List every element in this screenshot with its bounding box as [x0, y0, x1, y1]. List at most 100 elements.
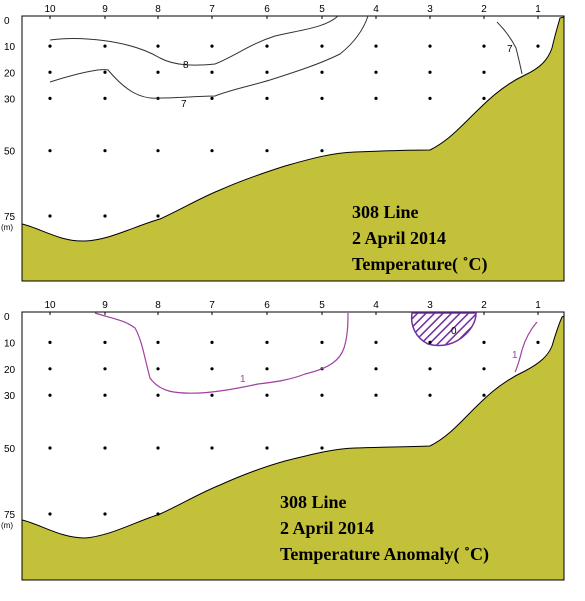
sample-point — [48, 446, 52, 450]
caption-line-1: 308 Line — [352, 202, 419, 222]
sample-point — [210, 446, 214, 450]
sample-point — [103, 340, 107, 344]
sample-point — [374, 393, 378, 397]
temperature-anomaly-panel: 10 9 8 7 6 5 4 3 2 1 0 10 20 30 50 75(m) 1 0 1 308 Lin… — [1, 300, 565, 581]
sample-point — [428, 340, 432, 344]
sample-point — [536, 340, 540, 344]
sample-point — [320, 70, 324, 74]
isotherm-label: 1 — [512, 350, 518, 361]
sample-point — [156, 367, 160, 371]
sample-point — [156, 44, 160, 48]
sample-point — [320, 44, 324, 48]
sample-point — [428, 367, 432, 371]
sample-point — [428, 393, 432, 397]
sample-point — [265, 149, 269, 153]
y-tick-label: 0 — [4, 312, 10, 323]
x-tick-label: 7 — [209, 4, 215, 15]
sample-point — [156, 340, 160, 344]
isotherm-label: 8 — [183, 60, 189, 71]
sample-point — [210, 367, 214, 371]
sample-point — [103, 149, 107, 153]
y-unit-label: (m) — [1, 223, 13, 232]
x-tick-label: 2 — [481, 4, 487, 15]
sample-point — [48, 44, 52, 48]
y-tick-label: 10 — [4, 338, 16, 349]
caption-line-3: Temperature( ˚C) — [352, 254, 487, 275]
sample-point — [48, 367, 52, 371]
sample-point — [265, 393, 269, 397]
sample-point — [48, 149, 52, 153]
isotherm-label: 7 — [181, 99, 187, 110]
sample-point — [156, 393, 160, 397]
anomaly-isoline-1-left — [94, 312, 349, 394]
sample-point — [428, 96, 432, 100]
sample-point — [482, 340, 486, 344]
sample-point — [320, 149, 324, 153]
sample-point — [374, 367, 378, 371]
y-tick-label: 75 — [4, 212, 16, 223]
x-tick-label: 10 — [44, 4, 56, 15]
sample-point — [374, 340, 378, 344]
sample-point — [482, 70, 486, 74]
sample-point — [103, 214, 107, 218]
negative-anomaly-region — [410, 312, 477, 347]
x-tick-label: 5 — [319, 4, 325, 15]
seafloor-area — [21, 315, 565, 581]
sample-point — [265, 96, 269, 100]
sample-point — [265, 70, 269, 74]
sample-point — [428, 44, 432, 48]
sample-point — [210, 44, 214, 48]
y-tick-label: 20 — [4, 365, 16, 376]
x-tick-label: 1 — [535, 4, 541, 15]
sample-point — [374, 96, 378, 100]
x-tick-label: 1 — [535, 300, 541, 311]
x-tick-label: 5 — [319, 300, 325, 311]
sample-point — [210, 393, 214, 397]
y-unit-label: (m) — [1, 521, 13, 530]
x-ticks: 10 9 8 7 6 5 4 3 2 1 — [44, 4, 541, 19]
sample-point — [265, 446, 269, 450]
y-tick-label: 75 — [4, 510, 16, 521]
sample-points — [48, 340, 540, 516]
x-tick-label: 2 — [481, 300, 487, 311]
sample-point — [156, 512, 160, 516]
sample-point — [320, 446, 324, 450]
y-tick-label: 50 — [4, 147, 16, 158]
x-tick-label: 8 — [155, 4, 161, 15]
isotherm-7-left — [49, 15, 369, 99]
anomaly-isoline-1-right — [514, 321, 538, 373]
x-tick-label: 3 — [427, 300, 433, 311]
isotherm-7-right — [496, 21, 523, 75]
y-tick-labels: 0 10 20 30 50 75(m) — [1, 16, 16, 232]
sample-point — [48, 512, 52, 516]
isotherm-8 — [49, 15, 339, 66]
sample-point — [210, 96, 214, 100]
isotherm-label: 7 — [507, 44, 513, 55]
sample-point — [482, 367, 486, 371]
sample-point — [265, 340, 269, 344]
sample-point — [48, 70, 52, 74]
caption-line-2: 2 April 2014 — [352, 228, 446, 248]
sample-point — [103, 70, 107, 74]
sample-point — [320, 96, 324, 100]
sample-point — [265, 367, 269, 371]
isotherm-label: 1 — [240, 374, 246, 385]
sample-point — [210, 149, 214, 153]
x-tick-label: 10 — [44, 300, 56, 311]
sample-point — [482, 44, 486, 48]
x-tick-label: 9 — [102, 300, 108, 311]
y-tick-labels: 0 10 20 30 50 75(m) — [1, 312, 16, 530]
sample-point — [156, 70, 160, 74]
sample-point — [103, 44, 107, 48]
sample-point — [156, 214, 160, 218]
sample-point — [103, 367, 107, 371]
x-tick-label: 7 — [209, 300, 215, 311]
sample-point — [48, 340, 52, 344]
sample-point — [320, 393, 324, 397]
x-tick-label: 9 — [102, 4, 108, 15]
x-tick-label: 8 — [155, 300, 161, 311]
y-tick-label: 10 — [4, 42, 16, 53]
sample-point — [103, 393, 107, 397]
sample-point — [103, 96, 107, 100]
